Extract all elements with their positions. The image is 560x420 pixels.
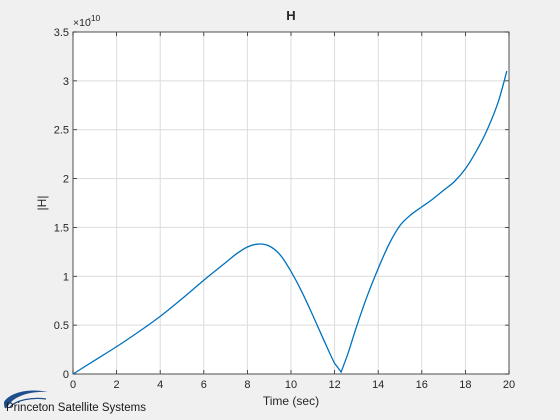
company-logo: Princeton Satellite Systems	[4, 390, 146, 414]
x-tick-label: 20	[503, 379, 515, 391]
y-tick-label: 2	[63, 174, 69, 186]
y-exponent-base: ×10	[73, 17, 91, 29]
series-line	[72, 70, 508, 375]
y-tick-label: 2.5	[54, 125, 69, 137]
chart-title: H	[286, 8, 295, 23]
y-tick-label: 1	[63, 271, 69, 283]
x-tick-label: 18	[459, 379, 471, 391]
y-exponent-power: -10	[88, 13, 101, 23]
x-tick-label: 6	[201, 379, 207, 391]
x-tick-label: 0	[70, 379, 76, 391]
y-exponent-label: ×10 -10	[73, 13, 101, 29]
data-series	[72, 70, 508, 375]
x-tick-label: 12	[328, 379, 340, 391]
axis-ticks	[72, 31, 510, 375]
y-tick-label: 0.5	[54, 320, 69, 332]
y-tick-labels: 0 0.5 1 1.5 2 2.5 3 3.5	[54, 27, 69, 381]
y-axis-label: |H|	[35, 196, 49, 211]
y-tick-label: 3	[63, 76, 69, 88]
x-tick-label: 8	[244, 379, 250, 391]
grid-lines	[73, 32, 509, 374]
y-tick-label: 0	[63, 369, 69, 381]
x-axis-label: Time (sec)	[263, 394, 319, 408]
x-tick-label: 4	[157, 379, 163, 391]
x-tick-label: 10	[285, 379, 297, 391]
x-tick-label: 2	[114, 379, 120, 391]
x-tick-label: 14	[372, 379, 384, 391]
orbit-swoosh-icon	[4, 390, 48, 409]
logo-text: Princeton Satellite Systems	[6, 402, 146, 414]
x-tick-labels: 0 2 4 6 8 10 12 14 16 18 20	[70, 379, 515, 391]
y-tick-label: 3.5	[54, 27, 69, 39]
y-tick-label: 1.5	[54, 222, 69, 234]
x-tick-label: 16	[416, 379, 428, 391]
